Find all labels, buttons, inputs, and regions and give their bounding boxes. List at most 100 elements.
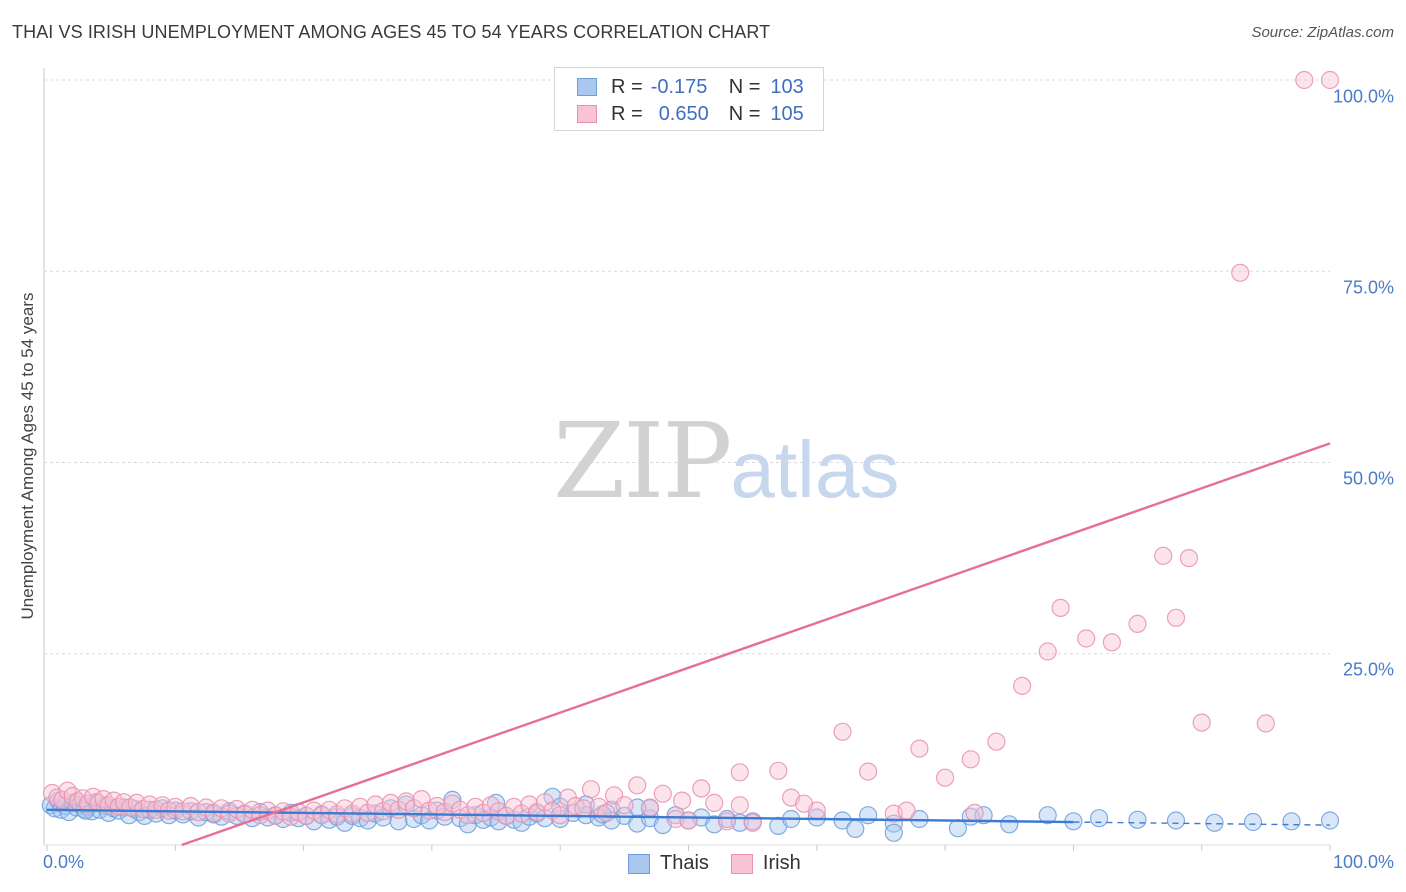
chart-title: THAI VS IRISH UNEMPLOYMENT AMONG AGES 45… bbox=[12, 22, 771, 42]
data-point-thais bbox=[884, 823, 903, 842]
data-point-thais bbox=[358, 811, 377, 830]
correlation-legend: R = -0.175 N = 103 R = 0.650 N = 105 bbox=[554, 67, 824, 131]
data-point-irish bbox=[717, 812, 737, 831]
data-point-thais bbox=[1038, 806, 1057, 825]
data-point-irish bbox=[474, 803, 493, 823]
y-tick-label: 75.0% bbox=[1342, 277, 1394, 298]
data-point-irish bbox=[672, 791, 692, 810]
data-point-thais bbox=[420, 811, 439, 830]
data-point-thais bbox=[858, 806, 878, 825]
source-label: Source: ZipAtlas.com bbox=[1251, 24, 1394, 41]
data-point-irish bbox=[794, 794, 814, 813]
data-point-irish bbox=[1192, 713, 1211, 732]
data-point-irish bbox=[581, 780, 601, 799]
legend-n-value: 105 bbox=[770, 102, 804, 125]
data-point-irish bbox=[897, 801, 916, 820]
data-point-thais bbox=[1089, 809, 1109, 828]
legend-r-value: -0.175 bbox=[650, 75, 708, 98]
data-point-irish bbox=[730, 796, 749, 815]
data-point-irish bbox=[1102, 633, 1122, 652]
data-point-irish bbox=[1012, 676, 1032, 696]
data-point-irish bbox=[961, 750, 980, 769]
data-point-irish bbox=[1154, 546, 1173, 565]
data-point-thais bbox=[1320, 811, 1340, 830]
x-tick-label-max: 100.0% bbox=[1332, 852, 1394, 872]
data-point-irish bbox=[640, 798, 660, 817]
data-point-irish bbox=[404, 799, 423, 818]
watermark: ZIPatlas bbox=[553, 400, 899, 522]
data-point-thais bbox=[807, 808, 826, 827]
series-irish bbox=[42, 70, 1340, 832]
watermark-zip: ZIP bbox=[553, 400, 732, 522]
legend-swatch-thais bbox=[577, 78, 597, 96]
trendline-thais bbox=[46, 808, 1074, 824]
data-point-irish bbox=[1051, 598, 1070, 618]
data-point-irish bbox=[1295, 70, 1314, 90]
legend-swatch-thais bbox=[628, 853, 650, 874]
data-point-irish bbox=[679, 811, 698, 830]
data-point-thais bbox=[948, 819, 968, 838]
x-tick-label-min: 0.0% bbox=[43, 852, 85, 872]
data-point-irish bbox=[653, 784, 672, 803]
data-point-irish bbox=[1077, 629, 1096, 648]
legend-r-label: R = bbox=[611, 102, 643, 125]
legend-label-thais: Thais bbox=[660, 852, 709, 874]
data-point-irish bbox=[147, 800, 166, 819]
watermark-atlas: atlas bbox=[730, 425, 900, 514]
data-point-irish bbox=[574, 799, 593, 818]
legend-swatch-irish bbox=[730, 853, 753, 874]
legend-row-thais: R = -0.175 N = 103 bbox=[577, 75, 804, 99]
y-tick-label: 25.0% bbox=[1342, 659, 1394, 680]
data-point-irish bbox=[833, 722, 852, 741]
legend-item-irish[interactable]: Irish bbox=[730, 852, 801, 875]
data-point-irish bbox=[1256, 714, 1275, 733]
data-point-irish bbox=[769, 761, 788, 780]
data-point-thais bbox=[1128, 810, 1147, 829]
data-point-irish bbox=[858, 762, 878, 781]
data-point-thais bbox=[846, 819, 865, 839]
data-point-thais bbox=[1243, 812, 1263, 832]
data-point-irish bbox=[53, 790, 72, 810]
data-point-irish bbox=[1166, 608, 1186, 627]
data-point-irish bbox=[965, 803, 984, 823]
data-point-irish bbox=[1038, 642, 1057, 661]
data-point-thais bbox=[1166, 811, 1186, 830]
trendlines bbox=[46, 442, 1331, 847]
y-axis-label: Unemployment Among Ages 45 to 54 years bbox=[18, 292, 37, 620]
legend-n-label: N = bbox=[728, 102, 761, 125]
data-point-irish bbox=[1128, 614, 1147, 634]
data-point-irish bbox=[628, 776, 647, 795]
legend-swatch-irish bbox=[577, 105, 597, 123]
legend-row-irish: R = 0.650 N = 105 bbox=[577, 102, 804, 126]
trendline-irish bbox=[181, 442, 1331, 847]
data-point-irish bbox=[987, 732, 1006, 751]
legend-label-irish: Irish bbox=[762, 852, 801, 874]
data-point-irish bbox=[520, 795, 539, 814]
data-point-irish bbox=[512, 804, 531, 823]
data-point-irish bbox=[743, 813, 762, 832]
data-point-thais bbox=[1205, 813, 1224, 832]
trendline-extension-thais bbox=[1073, 821, 1331, 826]
data-point-irish bbox=[910, 739, 929, 758]
data-point-irish bbox=[381, 793, 400, 813]
data-point-irish bbox=[705, 793, 724, 813]
data-point-thais bbox=[1000, 815, 1019, 834]
data-point-irish bbox=[692, 779, 711, 798]
y-tick-label: 50.0% bbox=[1342, 468, 1394, 489]
data-point-irish bbox=[397, 792, 416, 811]
legend-item-thais[interactable]: Thais bbox=[628, 852, 709, 875]
legend-n-value: 103 bbox=[770, 75, 804, 98]
series-legend: Thais Irish bbox=[628, 852, 823, 875]
data-point-irish bbox=[615, 796, 634, 815]
y-tick-label: 100.0% bbox=[1332, 86, 1394, 107]
data-point-irish bbox=[935, 768, 955, 787]
data-point-irish bbox=[730, 763, 749, 782]
legend-r-value: 0.650 bbox=[658, 102, 709, 125]
data-point-irish bbox=[1320, 70, 1340, 90]
data-point-thais bbox=[1282, 812, 1301, 831]
legend-r-label: R = bbox=[611, 75, 643, 98]
data-point-irish bbox=[1231, 263, 1250, 282]
data-point-irish bbox=[597, 803, 616, 823]
data-point-irish bbox=[1179, 548, 1199, 568]
